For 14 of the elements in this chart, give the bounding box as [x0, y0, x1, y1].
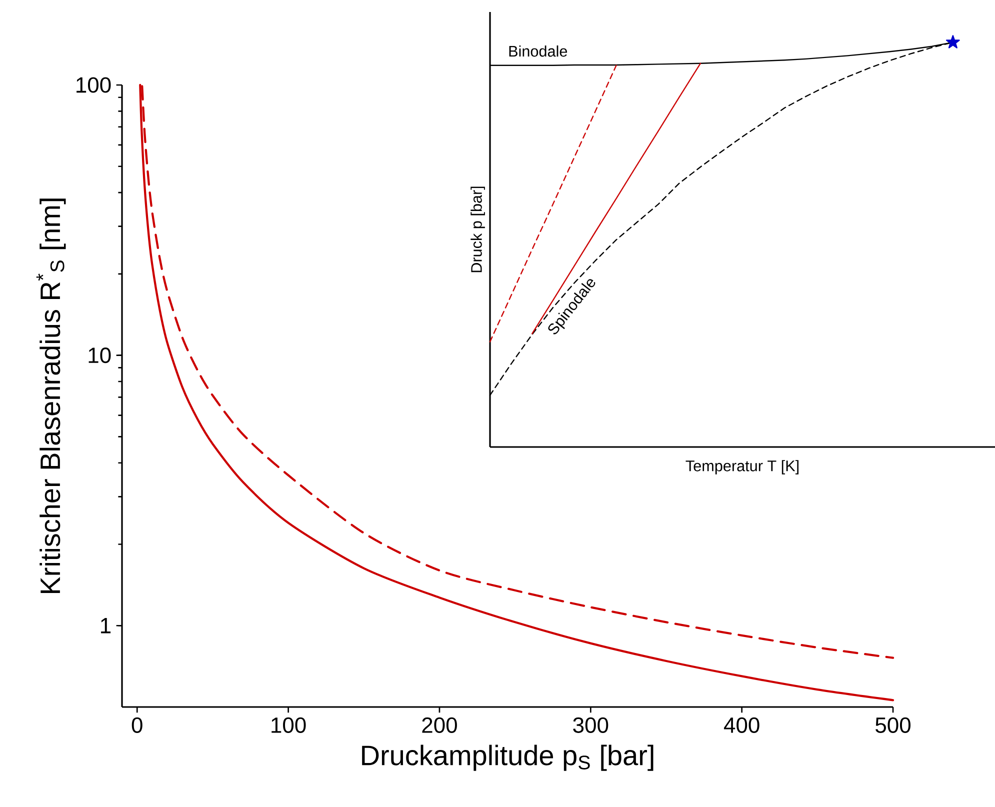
x-tick-label: 100 [272, 717, 306, 733]
x-tick-label: 200 [422, 717, 457, 733]
x-tick-label: 300 [573, 717, 608, 733]
y-axis-title: Druck p [bar] [470, 186, 485, 272]
y-tick-label: 100 [76, 77, 111, 93]
x-tick-label: 0 [132, 717, 142, 733]
x-tick-label: 400 [724, 717, 760, 733]
y-tick-label: 10 [88, 348, 111, 364]
y-axis-title: Kritischer Blasenradius R$^{*}$$_{S}$ [nm] [36, 198, 66, 594]
x-tick-label: 500 [876, 717, 910, 733]
series-label: Binodale [509, 45, 568, 57]
x-axis-title: Druckamplitude p$_{S}$ [bar] [362, 744, 654, 771]
x-axis-title: Temperatur T [K] [686, 460, 798, 474]
y-tick-label: 1 [101, 618, 111, 634]
